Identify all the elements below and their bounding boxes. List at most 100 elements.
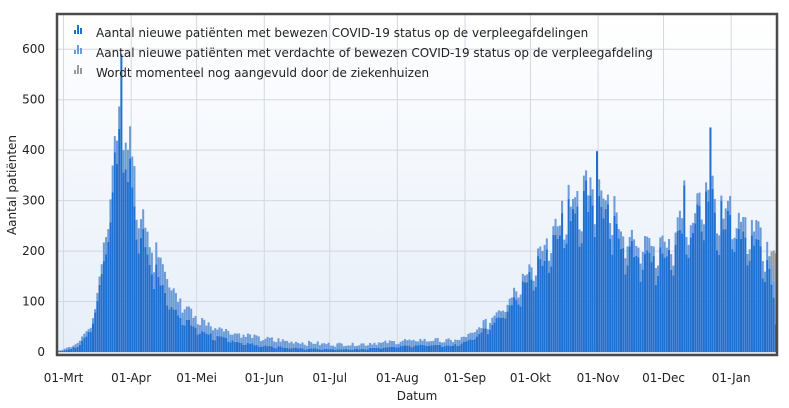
bar-bewezen xyxy=(115,163,119,352)
bar-verdacht xyxy=(691,222,695,234)
plot-background xyxy=(57,14,777,355)
bar-bewezen xyxy=(582,190,585,352)
bar-bewezen xyxy=(87,331,90,352)
bar-bewezen xyxy=(273,347,276,352)
bar-bewezen xyxy=(349,349,352,352)
bar-verdacht xyxy=(648,238,651,253)
bar-bewezen xyxy=(761,278,764,352)
bar-verdacht xyxy=(715,233,719,251)
bar-bewezen xyxy=(194,327,197,352)
bar-verdacht xyxy=(331,345,335,350)
bar-bewezen xyxy=(615,223,618,352)
bar-bewezen xyxy=(497,317,500,352)
bar-verdacht xyxy=(369,342,372,348)
bar-bewezen xyxy=(633,256,636,352)
bar-bewezen xyxy=(229,342,232,352)
bar-verdacht xyxy=(150,252,153,275)
bar-bewezen xyxy=(325,348,328,352)
bar-bewezen xyxy=(131,187,134,352)
bar-bewezen xyxy=(515,299,518,352)
bar-verdacht xyxy=(554,218,557,236)
bar-verdacht xyxy=(61,349,64,351)
bar-bewezen xyxy=(759,246,762,352)
bar-bewezen xyxy=(436,344,439,352)
bar-verdacht xyxy=(539,246,542,259)
bar-bewezen xyxy=(65,349,68,352)
bar-verdacht xyxy=(366,345,369,350)
bar-verdacht xyxy=(724,208,727,230)
bar-verdacht xyxy=(70,347,73,349)
bar-verdacht xyxy=(530,267,533,280)
bar-bewezen xyxy=(100,273,103,352)
bar-bewezen xyxy=(233,342,236,352)
bar-bewezen xyxy=(659,247,662,352)
bar-bewezen xyxy=(196,334,199,352)
bar-bewezen xyxy=(696,204,699,352)
bar-verdacht xyxy=(731,239,734,250)
bar-bewezen xyxy=(569,221,572,352)
bar-bewezen xyxy=(166,305,169,352)
bar-verdacht xyxy=(600,190,603,207)
bar-bewezen xyxy=(613,215,616,352)
bar-bewezen xyxy=(755,238,758,352)
bar-verdacht xyxy=(759,227,762,247)
bar-verdacht xyxy=(102,242,105,262)
bar-bewezen xyxy=(543,260,546,352)
bar-bewezen xyxy=(753,245,756,352)
bar-verdacht xyxy=(205,325,208,334)
bar-verdacht xyxy=(72,345,75,348)
bar-bewezen xyxy=(294,347,297,352)
bar-bewezen xyxy=(447,345,450,352)
bar-verdacht xyxy=(735,228,738,239)
plot-frame xyxy=(55,12,779,357)
bar-bewezen xyxy=(268,345,271,352)
bar-verdacht xyxy=(124,142,127,170)
bar-bewezen xyxy=(489,330,492,352)
bar-bewezen xyxy=(369,347,372,352)
bar-verdacht xyxy=(471,332,474,340)
bar-verdacht xyxy=(482,320,485,329)
bar-bewezen xyxy=(240,342,243,352)
bar-bewezen xyxy=(417,345,420,352)
bar-bewezen xyxy=(654,284,657,352)
bar-bewezen xyxy=(318,349,321,352)
bar-verdacht xyxy=(510,297,513,306)
bar-verdacht xyxy=(582,175,585,191)
bar-verdacht xyxy=(122,150,125,173)
bar-verdacht xyxy=(63,348,66,351)
y-axis-ticks: 0 100 200 300 400 500 600 xyxy=(22,42,45,359)
bar-bewezen xyxy=(469,339,472,352)
bar-bewezen xyxy=(421,344,424,352)
bar-verdacht xyxy=(646,236,649,251)
bar-verdacht xyxy=(633,239,636,257)
bar-bewezen xyxy=(227,341,230,352)
bar-verdacht xyxy=(543,244,546,261)
bar-verdacht xyxy=(59,350,62,351)
bar-bewezen xyxy=(299,347,302,352)
bar-bewezen xyxy=(220,336,223,352)
bar-verdacht xyxy=(174,292,177,310)
bar-bewezen xyxy=(207,334,210,352)
bar-verdacht xyxy=(434,338,437,345)
bar-verdacht xyxy=(168,287,171,310)
bar-verdacht xyxy=(742,217,745,232)
bar-bewezen xyxy=(545,249,548,352)
bar-bewezen xyxy=(702,240,705,352)
bar-verdacht xyxy=(619,231,623,249)
bar-bewezen xyxy=(187,319,191,352)
bar-verdacht xyxy=(556,226,559,239)
bar-bewezen xyxy=(748,260,751,352)
bar-bewezen xyxy=(707,201,710,352)
bar-verdacht xyxy=(222,331,225,338)
bar-verdacht xyxy=(294,341,297,348)
bar-verdacht xyxy=(166,279,169,306)
bar-verdacht xyxy=(585,170,588,181)
bar-verdacht xyxy=(139,219,143,238)
bar-bewezen xyxy=(347,349,350,352)
bar-verdacht xyxy=(301,342,304,349)
bar-bewezen xyxy=(161,284,164,352)
bar-verdacht xyxy=(159,257,162,286)
bar-bewezen xyxy=(316,348,319,352)
bar-bewezen xyxy=(133,206,136,352)
bar-verdacht xyxy=(449,339,452,347)
